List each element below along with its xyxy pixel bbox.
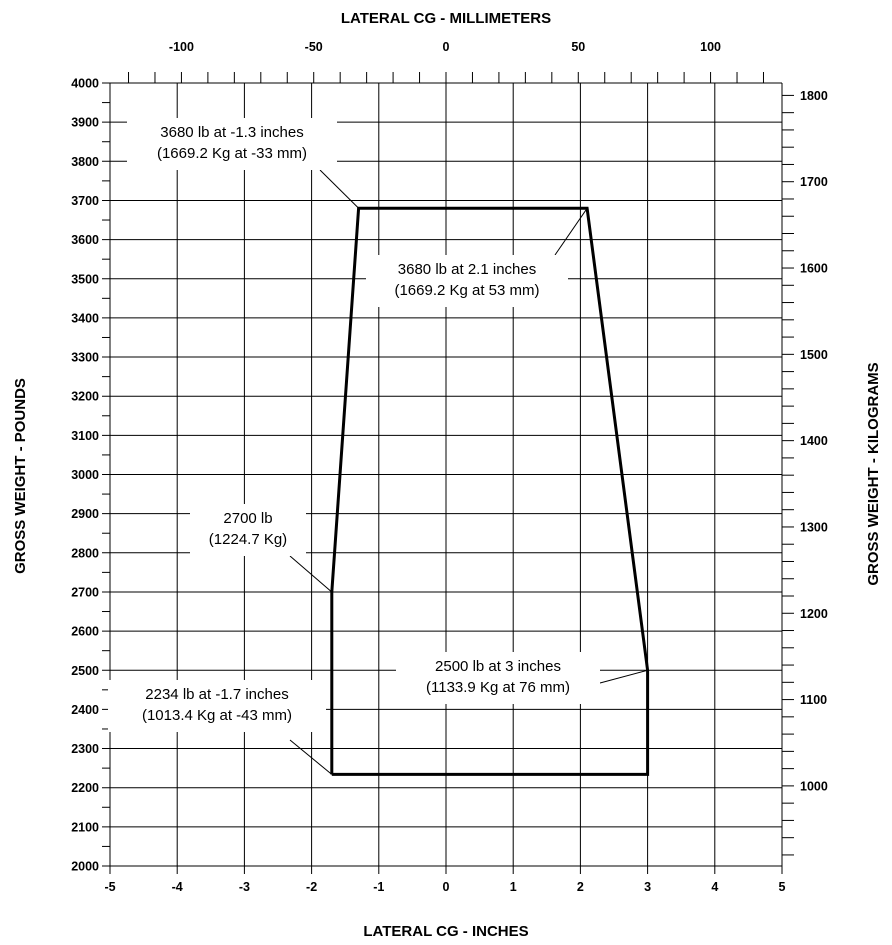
y-left-tick-label: 3600: [71, 233, 99, 247]
annotation-box: [190, 504, 306, 556]
x-top-tick-label: -100: [169, 40, 194, 54]
y-left-tick-label: 2300: [71, 742, 99, 756]
y-left-tick-label: 2000: [71, 860, 99, 874]
x-top-tick-label: 100: [700, 40, 721, 54]
annotation-line-2: (1013.4 Kg at -43 mm): [142, 707, 292, 724]
annotation-box: [108, 680, 326, 732]
y-left-tick-label: 3500: [71, 272, 99, 286]
y-axis-left-title: GROSS WEIGHT - POUNDS: [12, 378, 29, 574]
x-bottom-tick-label: 2: [577, 880, 584, 894]
annotation-boxes: 3680 lb at -1.3 inches (1669.2 Kg at -33 …: [108, 118, 600, 732]
annotation-line-2: (1224.7 Kg): [209, 531, 287, 548]
y-right-tick-label: 1300: [800, 520, 828, 534]
y-left-tick-label: 3400: [71, 311, 99, 325]
y-right-tick-label: 1700: [800, 175, 828, 189]
annotation-box: [127, 118, 337, 170]
y-right-tick-label: 1600: [800, 262, 828, 276]
y-left-tick-label: 2600: [71, 625, 99, 639]
cg-envelope-line: [330, 206, 650, 776]
annotation-line-2: (1669.2 Kg at 53 mm): [394, 282, 539, 299]
y-left-tick-label: 2100: [71, 820, 99, 834]
annotation-line-2: (1133.9 Kg at 76 mm): [426, 679, 570, 696]
y-left-tick-label: 3200: [71, 390, 99, 404]
annotation-line-1: 3680 lb at 2.1 inches: [398, 261, 536, 278]
x-top-tick-label: 50: [571, 40, 585, 54]
annotation-box: [396, 652, 600, 704]
x-top-tick-label: -50: [305, 40, 323, 54]
x-bottom-tick-label: 1: [510, 880, 517, 894]
x-bottom-tick-label: 5: [779, 880, 786, 894]
annotation-leader-line: [289, 739, 333, 775]
x-top-tick-label: 0: [443, 40, 450, 54]
x-axis-top-title: LATERAL CG - MILLIMETERS: [341, 10, 551, 27]
x-bottom-tick-label: -1: [373, 880, 384, 894]
annotation-leader-line: [319, 169, 359, 209]
y-left-tick-label: 3900: [71, 116, 99, 130]
x-bottom-tick-label: -2: [306, 880, 317, 894]
y-left-tick-label: 4000: [71, 77, 99, 91]
y-left-tick-label: 3700: [71, 194, 99, 208]
y-left-tick-label: 3800: [71, 155, 99, 169]
y-left-tick-label: 3000: [71, 468, 99, 482]
annotation-leader-line: [289, 555, 333, 593]
x-axis-bottom-title: LATERAL CG - INCHES: [363, 923, 528, 940]
y-right-tick-label: 1400: [800, 434, 828, 448]
y-left-tick-label: 2200: [71, 781, 99, 795]
y-right-tick-label: 1800: [800, 89, 828, 103]
annotation-leader-line: [554, 207, 588, 256]
y-left-tick-label: 2400: [71, 703, 99, 717]
x-bottom-tick-label: -3: [239, 880, 250, 894]
x-bottom-tick-label: 0: [443, 880, 450, 894]
minor-ticks: [102, 72, 794, 856]
annotation-line-1: 2500 lb at 3 inches: [435, 658, 561, 675]
annotation-leader-line: [599, 669, 648, 684]
y-left-tick-label: 2500: [71, 664, 99, 678]
envelope-layer: [330, 206, 650, 776]
y-left-tick-label: 2700: [71, 585, 99, 599]
annotation-line-1: 2700 lb: [223, 510, 272, 527]
y-right-tick-label: 1100: [800, 693, 827, 707]
y-left-tick-label: 3100: [71, 429, 99, 443]
y-right-tick-label: 1200: [800, 607, 828, 621]
annotation-box: [366, 255, 568, 307]
grid: [102, 82, 783, 874]
y-left-tick-label: 3300: [71, 351, 99, 365]
y-left-tick-label: 2800: [71, 546, 99, 560]
annotation-leaders: [289, 169, 648, 775]
annotation-line-1: 2234 lb at -1.7 inches: [145, 686, 288, 703]
x-bottom-tick-label: -5: [104, 880, 115, 894]
y-axis-right-title: GROSS WEIGHT - KILOGRAMS: [865, 362, 882, 585]
annotation-line-1: 3680 lb at -1.3 inches: [160, 124, 303, 141]
annotation-line-2: (1669.2 Kg at -33 mm): [157, 145, 307, 162]
x-bottom-tick-label: 3: [644, 880, 651, 894]
tick-labels: -5 -4 -3 -2 -1 0 1 2 3 4 5 2000 2100 2200 2300 2400 2500…: [71, 40, 828, 894]
y-right-tick-label: 1500: [800, 348, 828, 362]
y-right-tick-label: 1000: [800, 779, 828, 793]
x-bottom-tick-label: -4: [172, 880, 183, 894]
y-left-tick-label: 2900: [71, 507, 99, 521]
x-bottom-tick-label: 4: [711, 880, 718, 894]
